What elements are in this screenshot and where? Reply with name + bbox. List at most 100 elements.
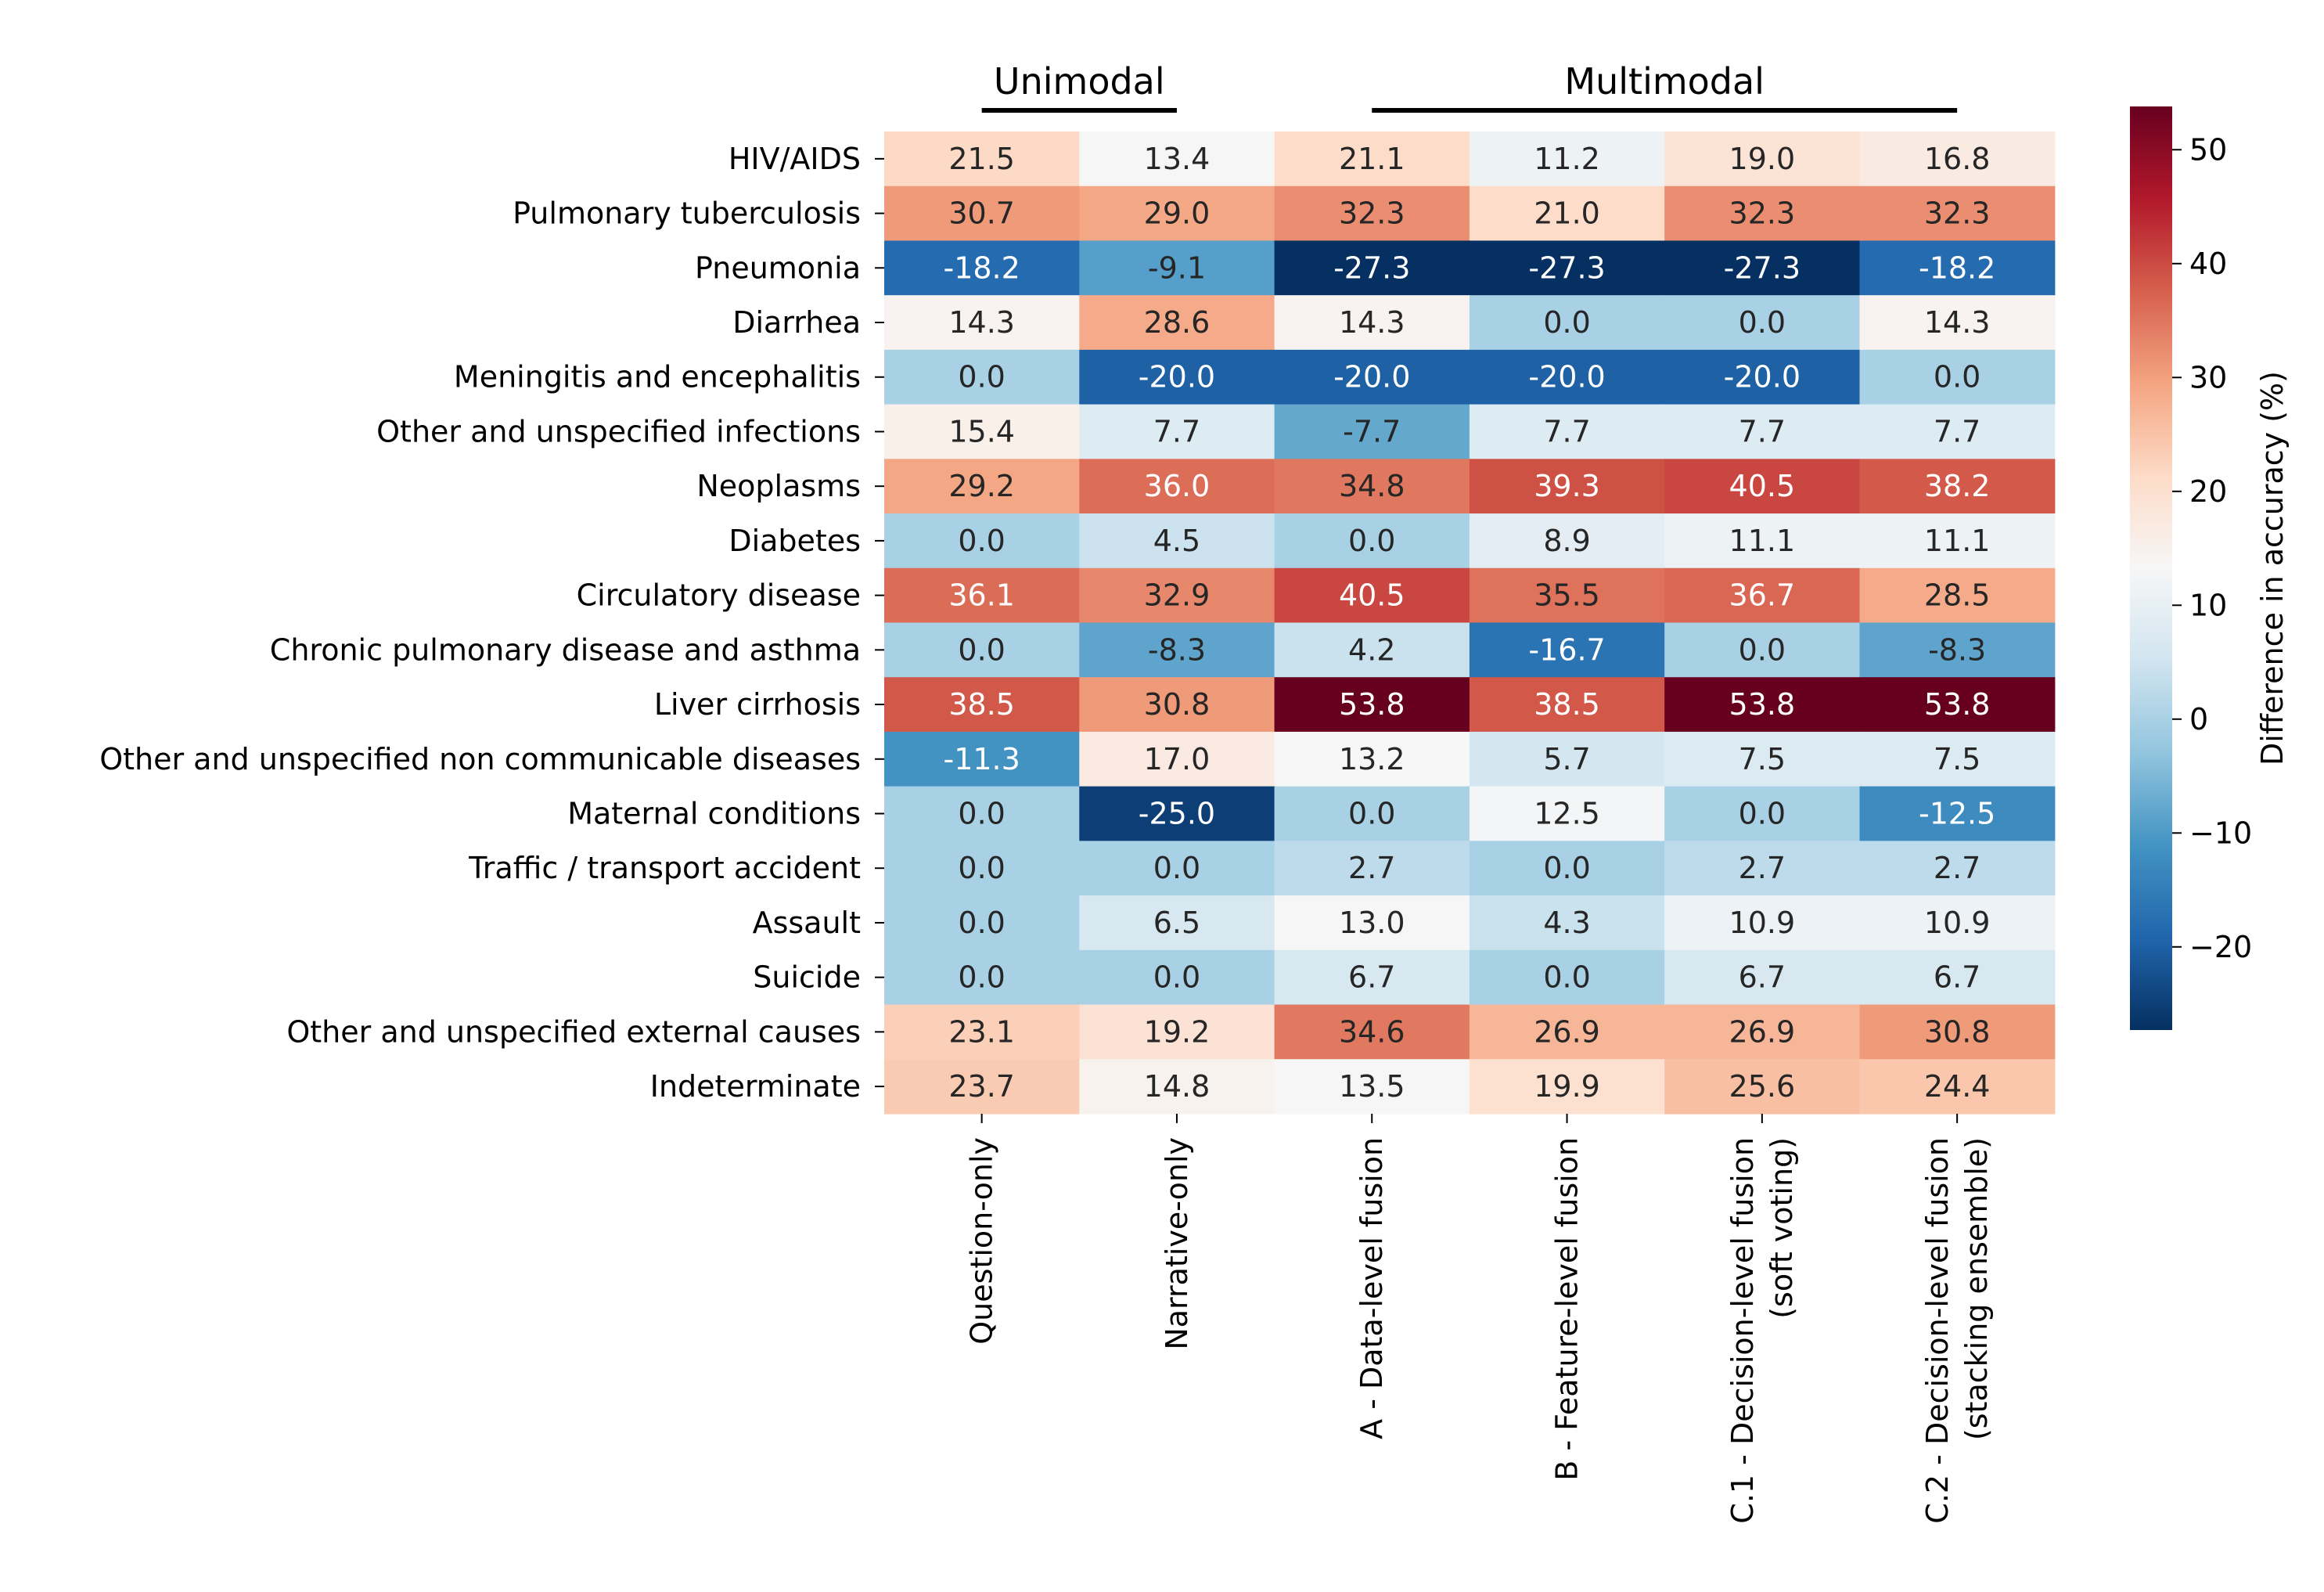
row-label: Other and unspecified non communicable d… (99, 742, 861, 776)
heatmap-cell (1079, 731, 1275, 787)
colorbar-tick-label: 10 (2189, 588, 2227, 622)
heatmap-cell (1469, 185, 1665, 242)
heatmap-cell (1469, 513, 1665, 569)
heatmap-cell (1469, 1059, 1665, 1115)
cell-value-label: -7.7 (1343, 414, 1401, 448)
heatmap-cell (1079, 349, 1275, 405)
heatmap-cell (1859, 240, 2056, 296)
cell-value-label: 32.9 (1144, 578, 1211, 613)
cell-value-label: 0.0 (1153, 960, 1200, 995)
heatmap-cell (1469, 895, 1665, 951)
cell-value-label: 26.9 (1534, 1014, 1600, 1049)
cell-value-label: 10.9 (1924, 906, 1991, 940)
cell-value-label: 0.0 (1543, 960, 1590, 995)
heatmap-cell (1664, 131, 1861, 187)
heatmap-cell (1469, 786, 1665, 841)
cell-value-label: 2.7 (1739, 851, 1786, 885)
column-label: (soft voting) (1765, 1137, 1799, 1319)
cell-value-label: 24.4 (1924, 1069, 1991, 1104)
cell-value-label: 0.0 (958, 360, 1005, 394)
heatmap-cell (884, 404, 1080, 459)
colorbar-tick-label: −10 (2189, 816, 2252, 850)
heatmap-cell (1664, 895, 1861, 951)
heatmap-cell (1664, 185, 1861, 242)
cell-value-label: 53.8 (1339, 687, 1405, 722)
cell-value-label: 19.2 (1144, 1014, 1211, 1049)
heatmap-cells (884, 131, 2056, 1115)
cell-value-label: 13.2 (1339, 742, 1405, 776)
cell-value-label: -27.3 (1528, 250, 1605, 285)
cell-value-label: 36.7 (1729, 578, 1796, 613)
heatmap-cell (884, 295, 1080, 351)
heatmap-cell (884, 1004, 1080, 1060)
cell-value-label: 0.0 (1348, 797, 1395, 831)
heatmap-cell (1469, 349, 1665, 405)
cell-value-label: -12.5 (1919, 797, 1995, 831)
heatmap-cell (1664, 1004, 1861, 1060)
cell-value-label: 2.7 (1934, 851, 1980, 885)
cell-value-label: 35.5 (1534, 578, 1600, 613)
heatmap-cell (1664, 841, 1861, 896)
heatmap-cell (1664, 295, 1861, 351)
column-label: B - Feature-level fusion (1550, 1137, 1585, 1481)
colorbar-tick-label: 50 (2189, 132, 2227, 167)
heatmap-cell (1859, 677, 2056, 733)
cell-value-label: -16.7 (1528, 632, 1605, 667)
heatmap-cell (1079, 841, 1275, 896)
cell-value-label: 28.6 (1144, 305, 1211, 340)
heatmap-cell (1664, 786, 1861, 841)
heatmap-cell (1859, 786, 2056, 841)
cell-value-label: 0.0 (958, 632, 1005, 667)
heatmap-cell (1859, 185, 2056, 242)
heatmap-cell (1274, 841, 1470, 896)
heatmap-cell (1274, 567, 1470, 624)
heatmap-cell (1469, 295, 1665, 351)
cell-value-label: 6.7 (1739, 960, 1786, 995)
heatmap-cell (1859, 295, 2056, 351)
cell-value-label: 0.0 (1543, 851, 1590, 885)
cell-value-label: 6.7 (1348, 960, 1395, 995)
heatmap-cell (1664, 349, 1861, 405)
heatmap-cell (1664, 1059, 1861, 1115)
heatmap-cell (1664, 731, 1861, 787)
heatmap-cell (884, 731, 1080, 787)
cell-value-label: 13.4 (1144, 142, 1211, 176)
row-label: Pulmonary tuberculosis (513, 196, 861, 231)
heatmap-cell (1664, 240, 1861, 296)
heatmap-cell (1859, 895, 2056, 951)
heatmap-cell (1469, 404, 1665, 459)
cell-value-label: 7.7 (1739, 414, 1786, 448)
heatmap-cell (1274, 459, 1470, 514)
heatmap-cell (1079, 513, 1275, 569)
cell-value-label: 0.0 (1348, 524, 1395, 558)
cell-value-label: 0.0 (1934, 360, 1980, 394)
cell-value-label: 30.8 (1924, 1014, 1991, 1049)
cell-value-label: 39.3 (1534, 469, 1600, 503)
heatmap-cell (1859, 841, 2056, 896)
cell-value-label: 0.0 (1739, 797, 1786, 831)
cell-value-label: 6.7 (1934, 960, 1980, 995)
cell-value-label: 21.1 (1339, 142, 1405, 176)
heatmap-cell (1274, 295, 1470, 351)
cell-value-label: 7.7 (1934, 414, 1980, 448)
heatmap-cell (1859, 567, 2056, 624)
cell-value-label: 13.0 (1339, 906, 1405, 940)
heatmap-cell (1079, 185, 1275, 242)
heatmap-cell (1469, 731, 1665, 787)
row-label: Meningitis and encephalitis (454, 360, 861, 394)
heatmap-cell (1469, 459, 1665, 514)
cell-value-label: 36.0 (1144, 469, 1211, 503)
heatmap-cell (1664, 567, 1861, 624)
cell-value-label: 0.0 (958, 960, 1005, 995)
heatmap-cell (1469, 131, 1665, 187)
heatmap-cell (1079, 677, 1275, 733)
heatmap-cell (1274, 131, 1470, 187)
row-label: Pneumonia (695, 250, 861, 285)
cell-value-label: 23.1 (948, 1014, 1015, 1049)
colorbar-tick-label: 40 (2189, 247, 2227, 281)
heatmap-cell (1274, 1059, 1470, 1115)
cell-value-label: 10.9 (1729, 906, 1796, 940)
cell-value-label: 28.5 (1924, 578, 1991, 613)
group-brackets: Unimodal Multimodal (981, 60, 1958, 113)
cell-value-label: -18.2 (943, 250, 1020, 285)
